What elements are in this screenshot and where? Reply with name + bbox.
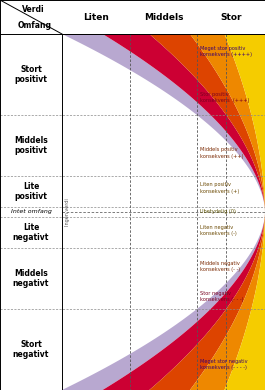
Text: Ubetydelig (0): Ubetydelig (0)	[200, 209, 236, 214]
Text: Middels positiv
konsekvens (++): Middels positiv konsekvens (++)	[200, 147, 244, 159]
Text: Middels: Middels	[144, 12, 183, 21]
Polygon shape	[149, 212, 265, 390]
Text: Liten negativ
konsekvens (-): Liten negativ konsekvens (-)	[200, 225, 237, 236]
Text: Liten positiv
konsekvens (+): Liten positiv konsekvens (+)	[200, 183, 240, 193]
Text: Lite
positivt: Lite positivt	[15, 182, 47, 201]
Text: Stor negativ
konsekvens (- - -): Stor negativ konsekvens (- - -)	[200, 291, 244, 302]
Text: Verdi: Verdi	[22, 5, 45, 14]
Text: Middels negativ
konsekvens (- -): Middels negativ konsekvens (- -)	[200, 261, 240, 272]
Polygon shape	[103, 212, 265, 390]
Polygon shape	[190, 212, 265, 390]
Polygon shape	[224, 212, 265, 390]
Text: Stor: Stor	[220, 12, 242, 21]
Polygon shape	[62, 212, 265, 390]
Text: Omfang: Omfang	[17, 21, 51, 30]
Bar	[62, 34, 265, 390]
Text: Liten: Liten	[83, 12, 109, 21]
Text: Intet omfang: Intet omfang	[11, 209, 51, 214]
Polygon shape	[62, 34, 265, 212]
Polygon shape	[190, 34, 265, 212]
Text: Stort
positivt: Stort positivt	[15, 65, 47, 84]
Polygon shape	[149, 34, 265, 212]
Polygon shape	[224, 34, 265, 212]
Text: Stor positiv
konsekvens  (+++): Stor positiv konsekvens (+++)	[200, 92, 250, 103]
Polygon shape	[103, 34, 265, 212]
Text: Ingen verdi: Ingen verdi	[65, 198, 70, 226]
Text: Middels
negativt: Middels negativt	[13, 269, 49, 288]
Text: Meget stor positiv
konsekvens (++++): Meget stor positiv konsekvens (++++)	[200, 46, 252, 57]
Text: Middels
positivt: Middels positivt	[14, 136, 48, 155]
Text: Meget stor negativ
konsekvens (- - - -): Meget stor negativ konsekvens (- - - -)	[200, 358, 248, 370]
Text: Stort
negativt: Stort negativt	[13, 340, 49, 359]
Text: Lite
negativt: Lite negativt	[13, 223, 49, 242]
